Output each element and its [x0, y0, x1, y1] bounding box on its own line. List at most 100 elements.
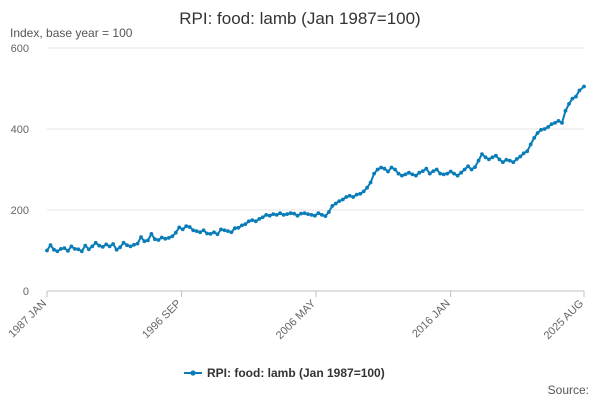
data-point[interactable] — [93, 240, 98, 245]
data-point[interactable] — [560, 121, 564, 125]
data-point[interactable] — [375, 167, 380, 172]
data-point[interactable] — [365, 185, 369, 190]
data-point[interactable] — [180, 227, 185, 232]
data-point[interactable] — [170, 234, 175, 239]
data-point[interactable] — [420, 169, 425, 174]
data-point[interactable] — [69, 244, 74, 249]
data-point[interactable] — [264, 213, 269, 217]
data-point[interactable] — [480, 152, 484, 157]
data-point[interactable] — [556, 119, 561, 123]
data-point[interactable] — [494, 153, 498, 158]
data-point[interactable] — [546, 125, 550, 129]
data-point[interactable] — [417, 170, 422, 175]
data-point[interactable] — [379, 165, 383, 170]
data-point[interactable] — [66, 249, 70, 253]
data-point[interactable] — [452, 171, 456, 176]
data-point[interactable] — [511, 160, 516, 165]
data-point[interactable] — [327, 210, 331, 214]
data-point[interactable] — [79, 249, 84, 254]
data-point[interactable] — [400, 173, 404, 178]
data-point[interactable] — [542, 127, 547, 131]
data-point[interactable] — [403, 172, 408, 177]
data-point[interactable] — [582, 84, 586, 89]
data-point[interactable] — [320, 213, 324, 217]
data-point[interactable] — [340, 197, 345, 202]
data-point[interactable] — [201, 228, 206, 233]
data-point[interactable] — [222, 228, 227, 233]
data-point[interactable] — [250, 218, 255, 223]
data-point[interactable] — [368, 180, 373, 185]
data-point[interactable] — [257, 217, 262, 221]
data-point[interactable] — [52, 247, 56, 252]
data-point[interactable] — [278, 211, 282, 216]
data-point[interactable] — [455, 173, 460, 178]
data-point[interactable] — [567, 102, 571, 106]
data-point[interactable] — [146, 238, 150, 243]
data-point[interactable] — [260, 215, 265, 220]
data-point[interactable] — [535, 131, 540, 135]
data-point[interactable] — [285, 212, 289, 217]
data-point[interactable] — [382, 166, 387, 171]
source-label[interactable]: Source: — [548, 383, 589, 397]
data-point[interactable] — [504, 157, 509, 162]
data-point[interactable] — [177, 225, 182, 230]
data-point[interactable] — [97, 243, 102, 248]
data-point[interactable] — [344, 195, 349, 199]
data-point[interactable] — [389, 165, 394, 170]
data-point[interactable] — [135, 241, 140, 246]
data-point[interactable] — [469, 167, 474, 172]
data-point[interactable] — [62, 246, 67, 251]
data-point[interactable] — [316, 211, 321, 216]
data-point[interactable] — [313, 213, 317, 218]
data-point[interactable] — [337, 199, 342, 204]
data-point[interactable] — [354, 192, 359, 197]
data-point[interactable] — [45, 248, 49, 253]
data-point[interactable] — [414, 173, 418, 178]
data-point[interactable] — [156, 238, 161, 242]
data-point[interactable] — [271, 212, 276, 217]
data-point[interactable] — [48, 243, 53, 248]
data-point[interactable] — [274, 213, 279, 217]
data-point[interactable] — [142, 239, 147, 244]
data-point[interactable] — [55, 249, 60, 254]
data-point[interactable] — [407, 170, 411, 175]
data-point[interactable] — [410, 172, 415, 177]
data-point[interactable] — [476, 158, 481, 163]
data-point[interactable] — [295, 213, 300, 218]
data-point[interactable] — [490, 155, 495, 160]
data-point[interactable] — [72, 247, 77, 251]
data-point[interactable] — [466, 164, 470, 169]
data-point[interactable] — [132, 242, 136, 247]
data-point[interactable] — [299, 211, 303, 216]
data-point[interactable] — [563, 108, 568, 113]
data-point[interactable] — [574, 94, 578, 99]
data-point[interactable] — [323, 214, 328, 219]
data-point[interactable] — [462, 167, 467, 172]
data-point[interactable] — [114, 247, 119, 252]
data-point[interactable] — [187, 225, 192, 229]
data-point[interactable] — [236, 225, 241, 230]
data-point[interactable] — [306, 212, 310, 217]
data-point[interactable] — [219, 227, 223, 232]
data-point[interactable] — [525, 149, 530, 154]
data-point[interactable] — [215, 232, 220, 237]
data-point[interactable] — [528, 142, 533, 147]
data-point[interactable] — [246, 219, 251, 224]
data-point[interactable] — [173, 230, 178, 235]
data-point[interactable] — [434, 167, 439, 172]
data-point[interactable] — [396, 171, 401, 176]
data-point[interactable] — [128, 244, 133, 249]
data-point[interactable] — [501, 160, 505, 165]
data-point[interactable] — [281, 213, 286, 217]
data-point[interactable] — [438, 171, 443, 176]
data-point[interactable] — [163, 236, 168, 241]
data-point[interactable] — [198, 230, 203, 235]
data-point[interactable] — [358, 191, 363, 196]
data-point[interactable] — [441, 172, 446, 177]
data-point[interactable] — [459, 170, 463, 175]
series-line[interactable] — [46, 85, 585, 253]
data-point[interactable] — [521, 151, 526, 156]
data-point[interactable] — [153, 237, 157, 242]
data-point[interactable] — [431, 169, 436, 174]
data-point[interactable] — [159, 235, 164, 240]
